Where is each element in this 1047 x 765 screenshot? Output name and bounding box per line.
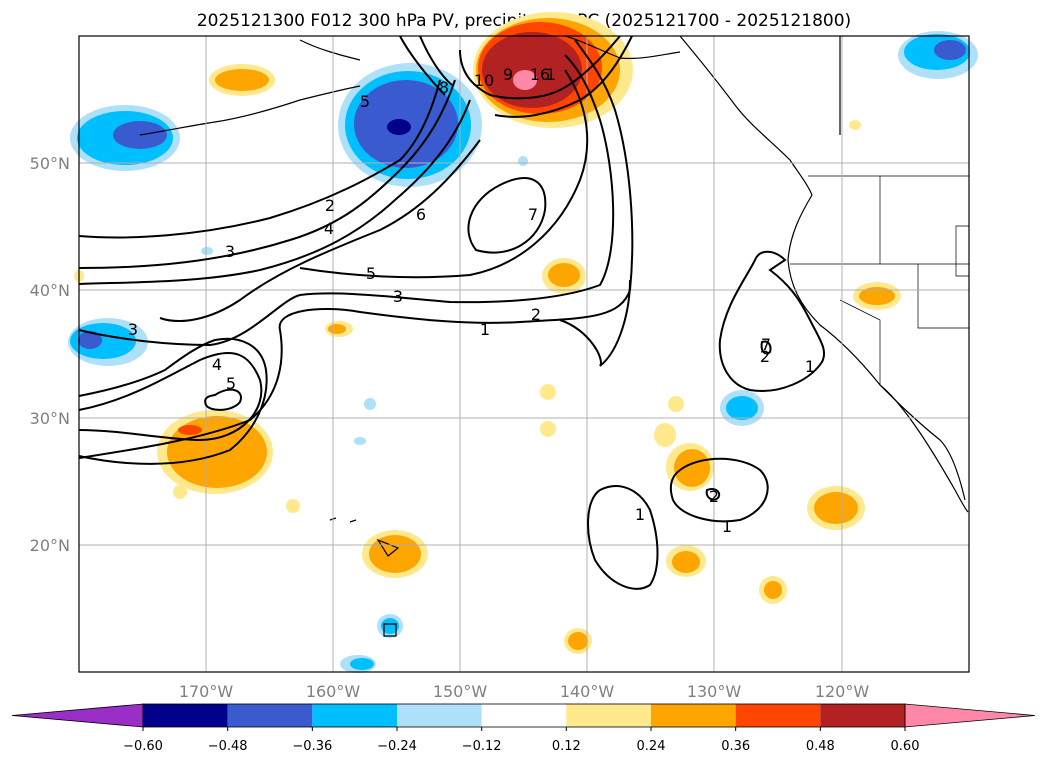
contour-label: 3 (225, 242, 235, 261)
colorbar-segment (312, 704, 397, 727)
lon-label: 170°W (179, 682, 234, 701)
lat-label: 30°N (30, 409, 70, 428)
contour-label: 1 (805, 357, 815, 376)
contour-label: 2 (325, 196, 335, 215)
contour-label: 5 (366, 264, 376, 283)
lon-label: 130°W (687, 682, 742, 701)
colorbar-ticks: −0.60 −0.48 −0.36 −0.24 −0.12 0.12 0.24 0.36 0.4… (123, 727, 919, 754)
contour-label: 1 (635, 505, 645, 524)
contour-label: 2 (760, 347, 770, 366)
contour-label: 2 (709, 487, 719, 506)
colorbar-tick-label: 0.12 (552, 739, 581, 754)
lon-label: 140°W (560, 682, 615, 701)
contour-label: 3 (128, 320, 138, 339)
contour-label: 8 (439, 78, 449, 97)
colorbar-tick-label: −0.24 (377, 739, 417, 754)
contour-label: 4 (212, 355, 222, 374)
contour-label: 5 (226, 374, 236, 393)
colorbar-tick-label: 0.24 (637, 739, 666, 754)
contour-label: 3 (393, 287, 403, 306)
lon-label: 120°W (815, 682, 870, 701)
lon-label: 160°W (306, 682, 361, 701)
contour-label: 7 (528, 205, 538, 224)
colorbar-tick-label: 0.36 (721, 739, 750, 754)
contour-label: 7 (761, 335, 771, 354)
colorbar-segments (11, 703, 1036, 728)
precipitation-shading (68, 12, 978, 673)
colorbar-tick-label: 0.48 (806, 739, 835, 754)
colorbar-tick-label: −0.36 (292, 739, 332, 754)
negative-precip-region-west (70, 105, 180, 171)
contour-labels: 10 9 8 7 6 5 4 3 2 1 3 3 4 5 5 2 1 7 2 1… (128, 65, 815, 536)
colorbar-tick-label: −0.48 (208, 739, 248, 754)
contour-label: 16 (530, 65, 550, 84)
longitude-labels: 170°W 160°W 150°W 140°W 130°W 120°W (179, 682, 870, 701)
contour-label: 9 (503, 65, 513, 84)
colorbar: −0.60 −0.48 −0.36 −0.24 −0.12 0.12 0.24 0.36 0.4… (11, 703, 1036, 754)
positive-precip-small (74, 64, 901, 654)
colorbar-segment (566, 704, 651, 727)
colorbar-segment (143, 704, 228, 727)
contour-label: 2 (531, 305, 541, 324)
coastlines (139, 35, 970, 637)
negative-precip-region-ne (898, 31, 978, 79)
colorbar-segment (227, 704, 313, 727)
pv-contours (78, 35, 826, 590)
colorbar-segment (651, 704, 736, 727)
map-frame (78, 35, 970, 673)
colorbar-frame (142, 703, 906, 728)
contour-label: 1 (480, 320, 490, 339)
contour-label: 1 (546, 65, 556, 84)
lat-label: 50°N (30, 154, 70, 173)
colorbar-tick-label: −0.60 (123, 739, 163, 754)
colorbar-tick-label: 0.60 (891, 739, 920, 754)
latitude-labels: 50°N 40°N 30°N 20°N (30, 154, 70, 555)
colorbar-segment (735, 704, 821, 727)
map-area: 10 9 8 7 6 5 4 3 2 1 3 3 4 5 5 2 1 7 2 1… (68, 12, 978, 673)
contour-label: 1 (722, 517, 732, 536)
positive-precip-region-west (157, 410, 273, 494)
contour-label: 10 (474, 71, 494, 90)
colorbar-tick-label: −0.12 (462, 739, 502, 754)
negative-precip-region-calif (720, 390, 764, 426)
lat-label: 40°N (30, 281, 70, 300)
colorbar-segment (397, 704, 482, 727)
contour-label: 6 (416, 205, 426, 224)
colorbar-extend-high (904, 703, 1036, 728)
contour-label: 4 (324, 219, 334, 238)
negative-precip-region-gulf (338, 63, 482, 187)
lon-label: 150°W (433, 682, 488, 701)
colorbar-segment (820, 704, 905, 727)
colorbar-segment (481, 704, 567, 727)
negative-precip-small (201, 156, 528, 673)
lat-lon-grid (79, 36, 969, 672)
colorbar-extend-low (11, 703, 144, 728)
contour-label: 5 (360, 92, 370, 111)
lat-label: 20°N (30, 536, 70, 555)
